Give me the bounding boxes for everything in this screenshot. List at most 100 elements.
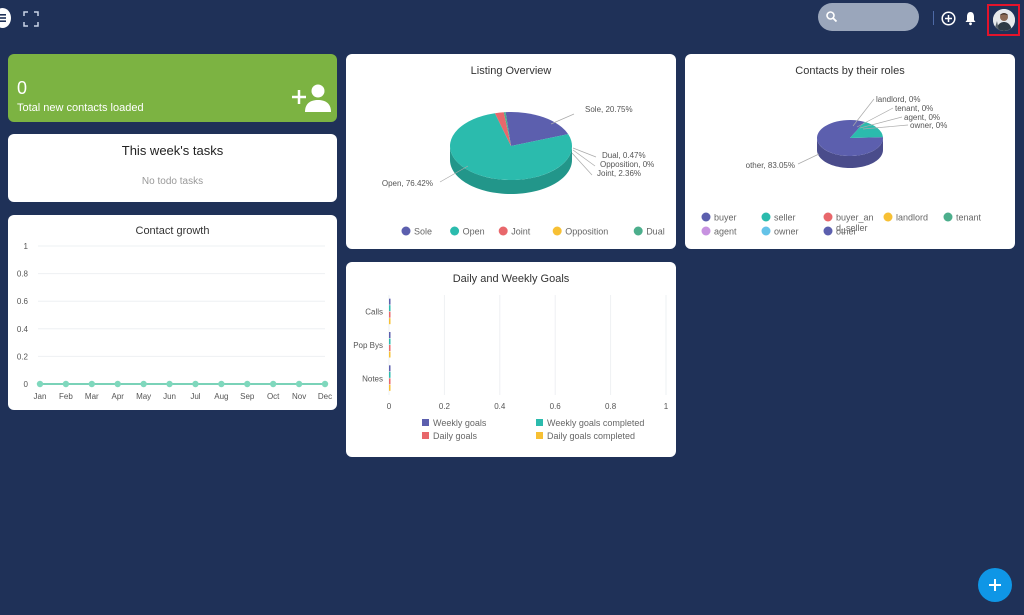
listing-overview-chart: Sole, 20.75%Dual, 0.47%Opposition, 0%Joi… xyxy=(382,105,665,237)
listing-legend-label: Open xyxy=(463,227,485,237)
goals-bar xyxy=(389,378,391,385)
roles-data-label: other, 83.05% xyxy=(746,161,795,170)
contact-growth-card: Contact growth 0 0.2 0.4 0.6 0.8 1 Jan Feb Mar Ap… xyxy=(8,215,337,410)
listing-overview-title: Listing Overview xyxy=(470,65,552,77)
goals-bar xyxy=(389,318,391,325)
avatar xyxy=(993,9,1015,31)
roles-legend-label: tenant xyxy=(956,213,982,223)
goals-bar xyxy=(389,351,391,358)
toolbar-divider xyxy=(933,11,934,25)
notification-bell-icon[interactable] xyxy=(964,11,977,26)
roles-legend-label: buyer xyxy=(714,213,737,223)
growth-y-tick: 0.4 xyxy=(17,325,29,334)
growth-x-tick: Sep xyxy=(240,392,255,401)
goals-bar xyxy=(389,365,391,372)
listing-slice-dual xyxy=(503,112,511,146)
roles-data-label: tenant, 0% xyxy=(895,104,933,113)
top-bar xyxy=(0,0,1024,97)
goals-y-tick: Calls xyxy=(365,308,383,317)
goals-y-tick: Pop Bys xyxy=(353,341,383,350)
daily-weekly-goals-card: Daily and Weekly Goals 0 0.2 0.4 0.6 0.8 1 Cal… xyxy=(346,262,676,457)
listing-data-label: Joint, 2.36% xyxy=(597,169,641,178)
contact-growth-title: Contact growth xyxy=(135,225,210,237)
growth-x-tick: Aug xyxy=(214,392,228,401)
listing-legend-label: Opposition xyxy=(565,227,608,237)
growth-point xyxy=(140,380,147,388)
menu-toggle-button[interactable] xyxy=(0,8,11,28)
user-avatar-button[interactable] xyxy=(987,4,1020,36)
listing-data-label: Open, 76.42% xyxy=(382,179,433,188)
growth-point xyxy=(62,380,70,388)
listing-legend-label: Joint xyxy=(511,227,531,237)
fullscreen-icon[interactable] xyxy=(23,11,39,27)
roles-legend-marker xyxy=(883,212,893,222)
contacts-by-roles-chart: landlord, 0%tenant, 0%agent, 0%owner, 0%… xyxy=(701,95,982,237)
roles-legend-label: agent xyxy=(714,227,737,237)
floating-add-button[interactable] xyxy=(978,568,1012,602)
listing-legend-marker xyxy=(552,226,562,236)
goals-legend-marker xyxy=(422,432,429,439)
listing-leader-line xyxy=(572,147,597,158)
search-input[interactable] xyxy=(844,7,914,27)
listing-overview-card: Listing Overview Sole, 20.75% Dual, 0.47%… xyxy=(346,54,676,249)
roles-legend-marker xyxy=(701,226,711,236)
goals-x-tick: 0.6 xyxy=(550,402,562,411)
goals-x-tick: 0 xyxy=(387,402,392,411)
daily-weekly-goals-title: Daily and Weekly Goals xyxy=(452,273,570,285)
growth-x-tick: Feb xyxy=(59,392,73,401)
new-contacts-summary-card[interactable]: 0 Total new contacts loaded xyxy=(8,54,337,122)
listing-legend-label: Sole xyxy=(414,227,432,237)
contacts-by-roles-title: Contacts by their roles xyxy=(795,65,905,77)
growth-point xyxy=(321,380,329,388)
listing-leader-line xyxy=(439,165,469,183)
roles-leader-line xyxy=(856,107,894,128)
listing-data-label: Sole, 20.75% xyxy=(585,105,633,114)
listing-legend-marker xyxy=(401,226,411,236)
roles-legend-label: other xyxy=(836,227,857,237)
growth-x-tick: Oct xyxy=(267,392,280,401)
goals-legend-marker xyxy=(536,419,543,426)
roles-legend-label: seller xyxy=(774,213,796,223)
goals-legend-label: Daily goals xyxy=(433,431,478,441)
growth-point xyxy=(36,380,44,388)
listing-legend-marker xyxy=(498,226,508,236)
growth-point xyxy=(88,380,96,388)
goals-bar xyxy=(389,338,391,345)
daily-weekly-goals-chart: 0 0.2 0.4 0.6 0.8 1 Calls Pop Bys Notes Weekly go… xyxy=(353,295,669,441)
user-photo-icon xyxy=(993,9,1015,31)
growth-point xyxy=(218,380,225,388)
listing-slice-sole xyxy=(505,112,569,146)
roles-data-label: agent, 0% xyxy=(904,113,940,122)
roles-data-label: landlord, 0% xyxy=(876,95,920,104)
goals-legend-marker xyxy=(422,419,429,426)
growth-point xyxy=(166,380,173,388)
listing-data-label: Opposition, 0% xyxy=(600,160,654,169)
growth-y-tick: 0.8 xyxy=(17,270,29,279)
listing-leader-line xyxy=(571,152,593,176)
listing-legend-marker xyxy=(633,226,643,236)
goals-bar xyxy=(389,332,391,338)
plus-icon xyxy=(989,579,1001,591)
search-box[interactable] xyxy=(818,3,919,31)
growth-point xyxy=(269,380,277,388)
listing-legend-label: Dual xyxy=(646,227,665,237)
new-contacts-label: Total new contacts loaded xyxy=(17,102,144,114)
growth-point xyxy=(192,380,199,388)
growth-y-tick: 0 xyxy=(24,380,29,389)
growth-x-tick: Nov xyxy=(292,392,306,401)
growth-x-tick: May xyxy=(136,392,151,401)
roles-leader-line xyxy=(852,98,875,127)
growth-x-tick: Dec xyxy=(318,392,332,401)
listing-slice-joint xyxy=(494,112,511,146)
roles-legend-marker xyxy=(943,212,953,222)
goals-bar xyxy=(389,311,391,318)
growth-x-tick: Jan xyxy=(34,392,47,401)
add-circle-icon[interactable] xyxy=(941,11,956,26)
roles-legend-label-continued: d_seller xyxy=(836,223,868,233)
add-user-icon xyxy=(292,84,331,112)
growth-point xyxy=(244,380,251,388)
weekly-tasks-card: This week's tasks No todo tasks xyxy=(8,134,337,202)
listing-leader-line xyxy=(550,113,575,125)
growth-y-tick: 1 xyxy=(24,242,29,251)
goals-bar xyxy=(389,305,391,312)
